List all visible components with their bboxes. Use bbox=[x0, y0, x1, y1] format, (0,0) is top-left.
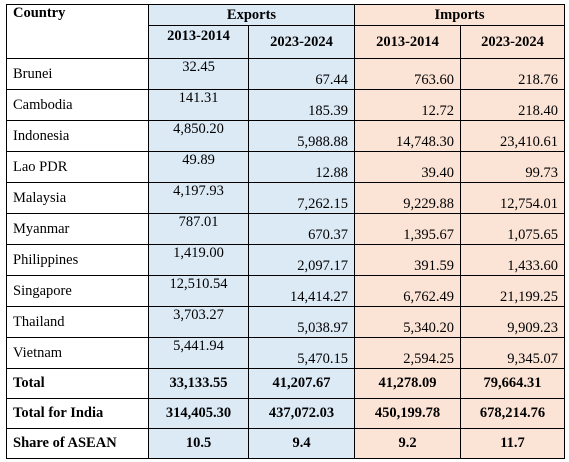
imports-2013-cell: 391.59 bbox=[354, 244, 461, 276]
imports-header: Imports bbox=[353, 4, 566, 26]
table-row: Brunei 32.45 67.44 763.60 218.76 bbox=[6, 58, 566, 90]
imports-2013-cell: 6,762.49 bbox=[354, 275, 461, 307]
total-exports-2023-cell: 437,072.03 bbox=[248, 398, 355, 429]
total-imports-2023-cell: 11.7 bbox=[459, 428, 566, 459]
year-header-row: 2013-2014 2023-2024 2013-2014 2023-2024 bbox=[7, 25, 566, 59]
exports-2013-cell: 49.89 bbox=[148, 151, 249, 183]
total-label: Total bbox=[6, 368, 149, 399]
table-row: Cambodia 141.31 185.39 12.72 218.40 bbox=[6, 89, 566, 121]
total-imports-2013-cell: 41,278.09 bbox=[354, 368, 461, 399]
country-name: Brunei bbox=[6, 58, 149, 90]
imports-2013-cell: 2,594.25 bbox=[354, 337, 461, 369]
exports-2023-cell: 5,038.97 bbox=[248, 306, 355, 338]
exports-2013-cell: 141.31 bbox=[148, 89, 249, 121]
imports-2013-cell: 1,395.67 bbox=[354, 213, 461, 245]
exports-2023-cell: 2,097.17 bbox=[248, 244, 355, 276]
trade-table: Country Exports Imports 2013-2014 2023-2… bbox=[6, 4, 566, 459]
exports-2023-cell: 185.39 bbox=[248, 89, 355, 121]
imports-2013-cell: 763.60 bbox=[354, 58, 461, 90]
exports-2013-cell: 1,419.00 bbox=[148, 244, 249, 276]
year-header-imports-2013: 2013-2014 bbox=[354, 25, 461, 59]
total-exports-2013-cell: 10.5 bbox=[148, 428, 249, 459]
total-imports-2023-cell: 79,664.31 bbox=[459, 368, 566, 399]
exports-2013-cell: 5,441.94 bbox=[148, 337, 249, 369]
table-row: Malaysia 4,197.93 7,262.15 9,229.88 12,754.0… bbox=[6, 182, 566, 214]
imports-2023-cell: 9,345.07 bbox=[459, 337, 566, 369]
imports-2013-cell: 14,748.30 bbox=[354, 120, 461, 152]
table-row: Lao PDR 49.89 12.88 39.40 99.73 bbox=[6, 151, 566, 183]
country-name: Singapore bbox=[6, 275, 149, 307]
total-imports-2013-cell: 9.2 bbox=[354, 428, 461, 459]
imports-2013-cell: 9,229.88 bbox=[354, 182, 461, 214]
exports-2013-cell: 12,510.54 bbox=[148, 275, 249, 307]
total-exports-2013-cell: 314,405.30 bbox=[148, 398, 249, 429]
imports-2013-cell: 12.72 bbox=[354, 89, 461, 121]
header-row: Country Exports Imports bbox=[6, 4, 566, 59]
year-header-exports-2013: 2013-2014 bbox=[148, 25, 249, 59]
exports-2023-cell: 5,470.15 bbox=[248, 337, 355, 369]
exports-2023-cell: 14,414.27 bbox=[248, 275, 355, 307]
exports-2013-cell: 32.45 bbox=[148, 58, 249, 90]
country-name: Vietnam bbox=[6, 337, 149, 369]
exports-2013-cell: 4,197.93 bbox=[148, 182, 249, 214]
exports-2023-cell: 7,262.15 bbox=[248, 182, 355, 214]
exports-2023-cell: 67.44 bbox=[248, 58, 355, 90]
total-exports-2023-cell: 9.4 bbox=[248, 428, 355, 459]
country-name: Malaysia bbox=[6, 182, 149, 214]
exports-2013-cell: 3,703.27 bbox=[148, 306, 249, 338]
country-name: Cambodia bbox=[6, 89, 149, 121]
exports-2023-cell: 670.37 bbox=[248, 213, 355, 245]
imports-2013-cell: 5,340.20 bbox=[354, 306, 461, 338]
country-name: Lao PDR bbox=[6, 151, 149, 183]
exports-2023-cell: 5,988.88 bbox=[248, 120, 355, 152]
imports-2023-cell: 99.73 bbox=[459, 151, 566, 183]
year-header-imports-2023: 2023-2024 bbox=[459, 25, 566, 59]
total-row: Share of ASEAN 10.5 9.4 9.2 11.7 bbox=[6, 428, 566, 459]
country-name: Thailand bbox=[6, 306, 149, 338]
exports-2023-cell: 12.88 bbox=[248, 151, 355, 183]
total-imports-2023-cell: 678,214.76 bbox=[459, 398, 566, 429]
table-row: Myanmar 787.01 670.37 1,395.67 1,075.65 bbox=[6, 213, 566, 245]
table-row: Philippines 1,419.00 2,097.17 391.59 1,433.6… bbox=[6, 244, 566, 276]
exports-header: Exports bbox=[148, 4, 355, 26]
total-label: Share of ASEAN bbox=[6, 428, 149, 459]
imports-2023-cell: 1,433.60 bbox=[459, 244, 566, 276]
exports-2013-cell: 787.01 bbox=[148, 213, 249, 245]
year-header-exports-2023: 2023-2024 bbox=[248, 25, 355, 59]
country-name: Myanmar bbox=[6, 213, 149, 245]
imports-2023-cell: 218.40 bbox=[459, 89, 566, 121]
imports-2023-cell: 12,754.01 bbox=[459, 182, 566, 214]
total-imports-2013-cell: 450,199.78 bbox=[354, 398, 461, 429]
country-name: Philippines bbox=[6, 244, 149, 276]
total-row: Total 33,133.55 41,207.67 41,278.09 79,664.3… bbox=[6, 368, 566, 399]
total-exports-2023-cell: 41,207.67 bbox=[248, 368, 355, 399]
imports-2023-cell: 23,410.61 bbox=[459, 120, 566, 152]
imports-2023-cell: 21,199.25 bbox=[459, 275, 566, 307]
imports-2023-cell: 218.76 bbox=[459, 58, 566, 90]
total-exports-2013-cell: 33,133.55 bbox=[148, 368, 249, 399]
table-row: Indonesia 4,850.20 5,988.88 14,748.30 23,410… bbox=[6, 120, 566, 152]
total-label: Total for India bbox=[6, 398, 149, 429]
table-row: Singapore 12,510.54 14,414.27 6,762.49 21,19… bbox=[6, 275, 566, 307]
total-row: Total for India 314,405.30 437,072.03 450,1… bbox=[6, 398, 566, 429]
imports-2023-cell: 9,909.23 bbox=[459, 306, 566, 338]
imports-2013-cell: 39.40 bbox=[354, 151, 461, 183]
country-header: Country bbox=[6, 4, 149, 59]
table-row: Vietnam 5,441.94 5,470.15 2,594.25 9,345.07 bbox=[6, 337, 566, 369]
table-row: Thailand 3,703.27 5,038.97 5,340.20 9,909.23 bbox=[6, 306, 566, 338]
exports-2013-cell: 4,850.20 bbox=[148, 120, 249, 152]
imports-2023-cell: 1,075.65 bbox=[459, 213, 566, 245]
country-name: Indonesia bbox=[6, 120, 149, 152]
